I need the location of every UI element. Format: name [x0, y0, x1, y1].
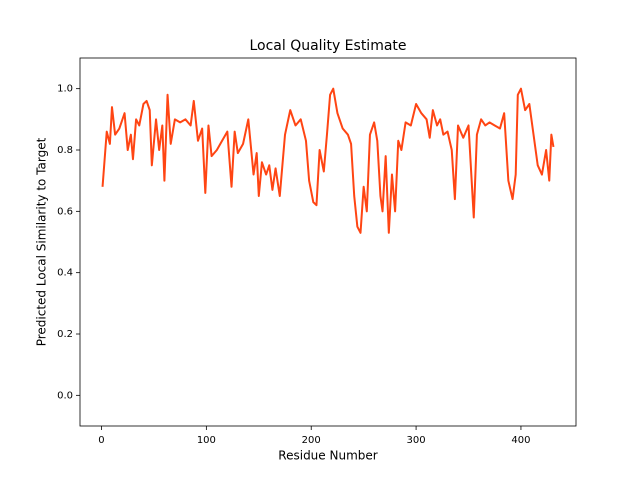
axes-frame [79, 57, 577, 427]
chart-title: Local Quality Estimate [249, 38, 406, 54]
y-tick-label: 0.0 [57, 390, 73, 401]
x-tick-label: 400 [511, 435, 530, 446]
x-axis-label: Residue Number [278, 449, 377, 463]
x-tick-label: 300 [407, 435, 426, 446]
y-tick-label: 0.8 [57, 145, 73, 156]
y-tick-label: 0.4 [57, 268, 73, 279]
x-tick-label: 100 [197, 435, 216, 446]
data-line [101, 87, 555, 234]
y-tick-label: 1.0 [57, 84, 73, 95]
x-tick-label: 0 [98, 435, 104, 446]
x-tick-label: 200 [302, 435, 321, 446]
y-tick-label: 0.2 [57, 329, 73, 340]
y-axis-label: Predicted Local Similarity to Target [35, 137, 49, 346]
y-tick-label: 0.6 [57, 206, 73, 217]
